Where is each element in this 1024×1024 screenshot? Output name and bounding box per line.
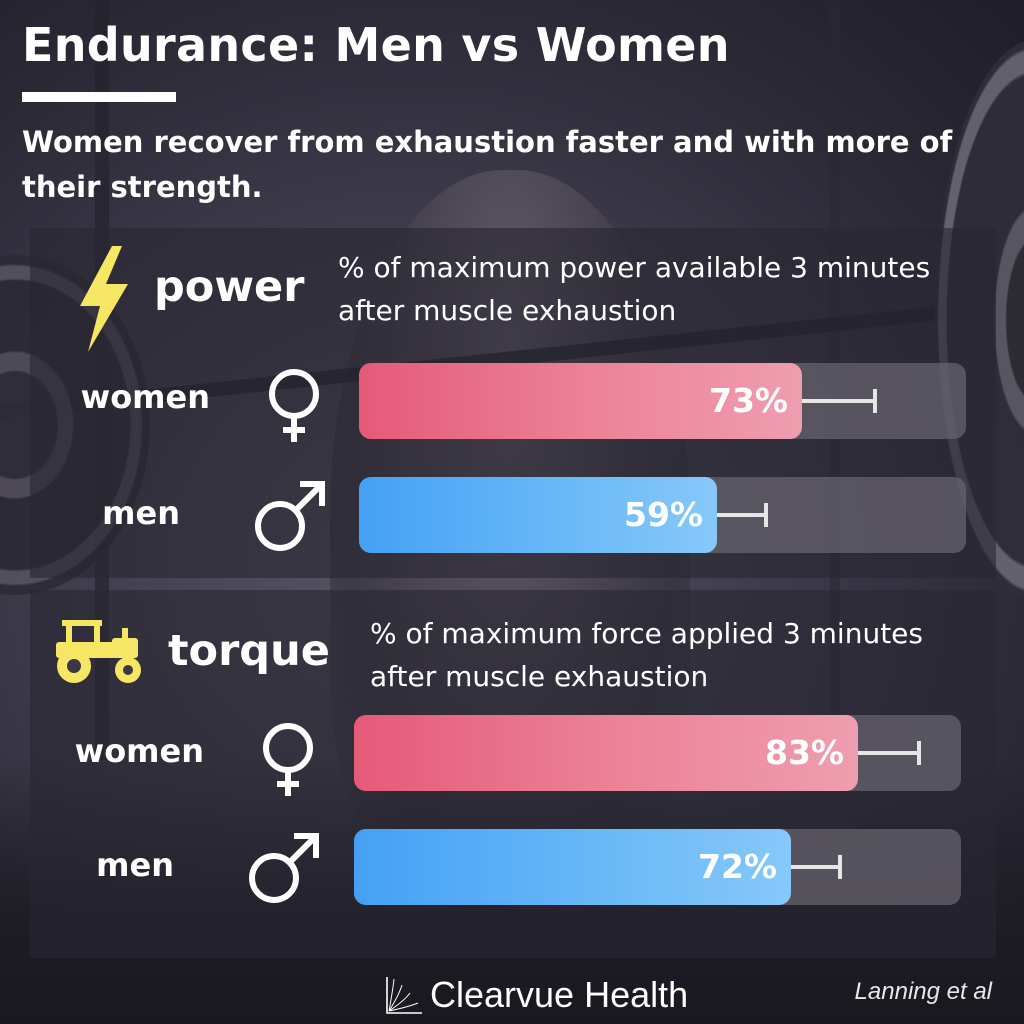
torque-men-bar — [354, 829, 791, 905]
power-panel: power % of maximum power available 3 min… — [30, 228, 996, 578]
title-underline — [22, 92, 176, 102]
torque-women-error-cap — [917, 741, 921, 765]
torque-men-error-bar — [791, 865, 840, 869]
male-symbol-icon — [248, 478, 328, 558]
power-women-error-bar — [802, 399, 875, 403]
torque-men-label: men — [96, 846, 174, 884]
tractor-icon — [52, 616, 148, 686]
male-symbol-icon — [242, 830, 322, 910]
torque-men-error-cap — [838, 855, 842, 879]
power-women-error-cap — [873, 389, 877, 413]
power-men-track: 59% — [359, 477, 966, 553]
lightning-bolt-icon — [74, 244, 134, 354]
torque-description: % of maximum force applied 3 minutes aft… — [370, 617, 923, 693]
torque-title: torque — [168, 626, 330, 676]
power-women-track: 73% — [359, 363, 966, 439]
female-symbol-icon — [254, 364, 334, 444]
torque-women-value: 83% — [765, 733, 844, 772]
torque-men-track: 72% — [354, 829, 961, 905]
torque-panel: torque % of maximum force applied 3 minu… — [30, 590, 996, 958]
torque-women-label: women — [74, 732, 204, 770]
torque-women-bar — [354, 715, 858, 791]
power-men-error-cap — [764, 503, 768, 527]
power-women-bar — [359, 363, 802, 439]
power-men-value: 59% — [624, 495, 703, 534]
clearvue-logo-icon — [384, 975, 424, 1015]
page-subtitle: Women recover from exhaustion faster and… — [22, 125, 953, 204]
power-men-bar — [359, 477, 717, 553]
torque-men-value: 72% — [698, 847, 777, 886]
power-description: % of maximum power available 3 minutes a… — [338, 251, 931, 327]
power-women-value: 73% — [709, 381, 788, 420]
power-title: power — [154, 262, 305, 312]
female-symbol-icon — [248, 718, 328, 798]
brand: Clearvue Health — [384, 970, 688, 1020]
torque-women-error-bar — [858, 751, 919, 755]
source-citation: Lanning et al — [854, 978, 992, 1005]
brand-name: Clearvue Health — [430, 974, 689, 1015]
power-men-error-bar — [717, 513, 766, 517]
power-women-label: women — [80, 378, 210, 416]
power-men-label: men — [102, 494, 180, 532]
page-title: Endurance: Men vs Women — [22, 18, 730, 72]
torque-women-track: 83% — [354, 715, 961, 791]
